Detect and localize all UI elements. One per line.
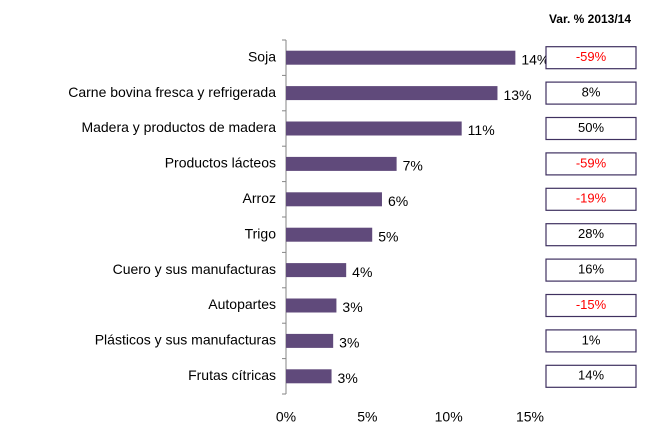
bar — [286, 298, 337, 313]
value-label: 7% — [403, 158, 423, 174]
variation-box — [545, 81, 637, 105]
variation-label: -59% — [576, 49, 607, 64]
value-label: 11% — [468, 122, 495, 138]
variation-box — [545, 187, 637, 211]
variation-box — [545, 223, 637, 247]
value-label: 13% — [503, 87, 531, 103]
bar — [286, 227, 373, 242]
bar — [286, 121, 462, 136]
category-label: Plásticos y sus manufacturas — [95, 332, 276, 348]
bar — [286, 263, 347, 278]
variation-label: 14% — [578, 368, 604, 383]
category-label: Carne bovina fresca y refrigerada — [68, 84, 276, 100]
x-tick-label: 0% — [276, 409, 296, 425]
bar — [286, 192, 382, 207]
variation-box — [545, 364, 637, 388]
bar — [286, 333, 334, 348]
value-label: 3% — [338, 370, 358, 386]
value-label: 6% — [388, 193, 408, 209]
value-label: 5% — [378, 228, 398, 244]
x-tick-label: 5% — [357, 409, 377, 425]
category-label: Arroz — [243, 190, 276, 206]
bar — [286, 369, 332, 384]
variation-box — [545, 293, 637, 318]
variation-box — [545, 46, 637, 70]
category-label: Trigo — [245, 225, 277, 241]
variation-label: 16% — [578, 262, 604, 277]
value-label: 4% — [352, 264, 372, 280]
bar — [286, 50, 516, 65]
value-label: 3% — [339, 335, 359, 351]
variation-label: 50% — [578, 120, 604, 135]
variation-label: -15% — [576, 297, 607, 312]
category-label: Madera y productos de madera — [81, 119, 276, 135]
variation-box — [545, 116, 637, 141]
value-label: 3% — [342, 299, 362, 315]
variation-box — [545, 258, 637, 282]
variation-box — [545, 152, 637, 176]
variation-box — [545, 329, 637, 353]
variation-label: 28% — [578, 226, 604, 241]
variation-label: -59% — [576, 155, 607, 170]
variation-label: -19% — [576, 191, 607, 206]
category-label: Autopartes — [208, 296, 276, 312]
variation-label: 1% — [582, 332, 601, 347]
variation-title: Var. % 2013/14 — [549, 12, 631, 26]
category-label: Cuero y sus manufacturas — [113, 261, 276, 277]
bar — [286, 156, 397, 171]
category-label: Frutas cítricas — [188, 367, 276, 383]
variation-label: 8% — [582, 85, 601, 100]
category-label: Productos lácteos — [165, 155, 276, 171]
category-label: Soja — [248, 48, 276, 64]
bar — [286, 86, 498, 101]
x-tick-label: 15% — [516, 409, 544, 425]
x-tick-label: 10% — [435, 409, 463, 425]
value-label: 14% — [521, 51, 549, 67]
